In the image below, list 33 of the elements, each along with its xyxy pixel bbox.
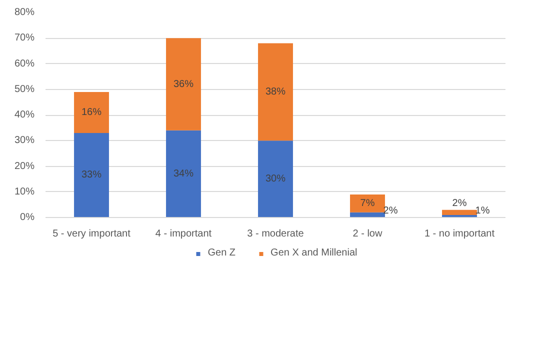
data-label: 30% — [265, 174, 286, 185]
data-label: 16% — [81, 106, 102, 118]
data-label: 34% — [173, 168, 194, 180]
x-tick-label: 5 - very important — [52, 228, 131, 240]
y-tick-label: 60% — [14, 58, 35, 70]
y-tick-label: 20% — [14, 160, 35, 172]
y-tick-label: 0% — [20, 212, 35, 223]
y-tick-label: 40% — [14, 110, 35, 120]
legend-label: Gen X and Millenial — [270, 248, 358, 258]
bar — [258, 43, 293, 141]
data-label: 36% — [173, 78, 194, 90]
bar — [258, 140, 293, 218]
bar — [166, 38, 201, 130]
x-tick-label: 1 - no important — [424, 228, 495, 240]
x-tick-label: 4 - important — [155, 228, 212, 240]
data-label: 33% — [81, 170, 102, 181]
bar — [166, 130, 201, 218]
bar — [74, 92, 109, 133]
data-label: 1% — [475, 206, 490, 217]
y-tick-label: 80% — [14, 7, 35, 18]
x-tick-label: 2 - low — [352, 228, 384, 240]
y-tick-label: 10% — [14, 186, 35, 198]
y-tick-label: 50% — [14, 84, 35, 95]
legend-label: Gen Z — [208, 248, 236, 258]
data-label: 2% — [452, 198, 467, 209]
bar — [350, 194, 385, 212]
bar — [74, 132, 109, 218]
y-tick-label: 30% — [14, 135, 35, 146]
data-label: 7% — [360, 198, 375, 209]
x-tick-label: 3 - moderate — [247, 228, 304, 240]
y-tick-label: 70% — [14, 32, 35, 44]
bar — [442, 210, 477, 215]
data-label: 38% — [265, 86, 286, 98]
